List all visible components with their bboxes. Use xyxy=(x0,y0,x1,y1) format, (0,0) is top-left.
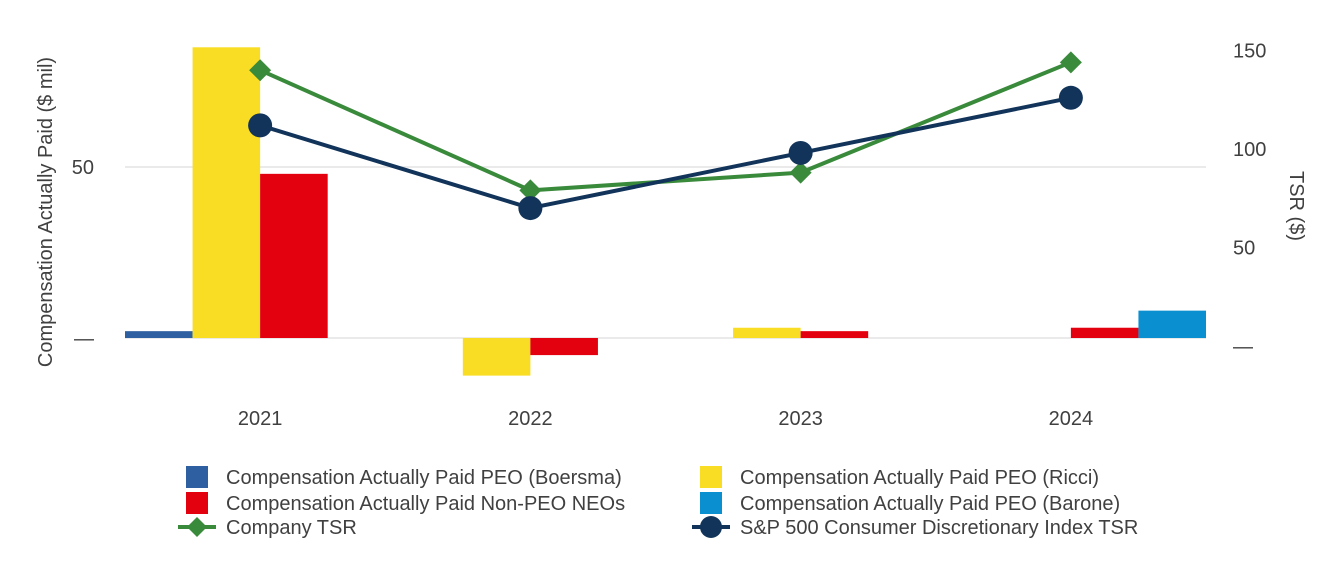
legend-label: Compensation Actually Paid PEO (Barone) xyxy=(740,493,1120,515)
bar-compensation-actually-paid-non-peo-neos-2024 xyxy=(1070,327,1139,338)
legend-swatch xyxy=(700,466,722,488)
legend-item-s-p-500-consumer-discretionary-index-tsr: S&P 500 Consumer Discretionary Index TSR xyxy=(692,516,1138,539)
legend-swatch xyxy=(700,492,722,514)
bar-compensation-actually-paid-peo-boersma-2021 xyxy=(125,331,193,338)
line-series xyxy=(248,51,1083,221)
right-tick-label: 150 xyxy=(1233,41,1266,63)
point-s-p-500-consumer-discretionary-index-tsr-2022 xyxy=(518,196,543,221)
point-s-p-500-consumer-discretionary-index-tsr-2021 xyxy=(248,113,273,138)
legend-swatch xyxy=(186,466,208,488)
legend-marker-circle xyxy=(700,516,722,538)
point-company-tsr-2024 xyxy=(1059,51,1082,74)
legend-label: Compensation Actually Paid PEO (Ricci) xyxy=(740,467,1099,489)
x-axis: 2021 2022 2023 2024 xyxy=(238,408,1093,430)
legend-label: S&P 500 Consumer Discretionary Index TSR xyxy=(740,517,1138,539)
legend-swatch xyxy=(186,492,208,514)
x-tick-label-2022: 2022 xyxy=(508,408,553,430)
legend-item-company-tsr: Company TSR xyxy=(178,517,357,539)
x-tick-label-2021: 2021 xyxy=(238,408,283,430)
legend-label: Compensation Actually Paid PEO (Boersma) xyxy=(226,467,622,489)
legend-label: Company TSR xyxy=(226,517,357,539)
bar-compensation-actually-paid-non-peo-neos-2022 xyxy=(530,338,598,356)
line-s-p-500-consumer-discretionary-index-tsr xyxy=(259,95,1072,211)
left-axis: 50 — xyxy=(72,157,94,350)
legend-marker-diamond xyxy=(187,517,207,537)
bar-compensation-actually-paid-non-peo-neos-2021 xyxy=(260,173,328,338)
left-tick-label: 50 xyxy=(72,157,94,179)
right-tick-label: — xyxy=(1233,336,1253,358)
point-s-p-500-consumer-discretionary-index-tsr-2024 xyxy=(1058,85,1083,110)
point-s-p-500-consumer-discretionary-index-tsr-2023 xyxy=(788,140,813,165)
left-tick-label: — xyxy=(74,328,94,350)
left-axis-title: Compensation Actually Paid ($ mil) xyxy=(35,57,57,367)
right-axis-title: TSR ($) xyxy=(1285,171,1307,241)
right-axis: 150 100 50 — xyxy=(1233,41,1266,359)
bar-compensation-actually-paid-peo-ricci-2021 xyxy=(192,47,261,339)
right-tick-label: 50 xyxy=(1233,238,1255,260)
legend-item-compensation-actually-paid-peo-ricci: Compensation Actually Paid PEO (Ricci) xyxy=(700,466,1099,489)
legend-label: Compensation Actually Paid Non-PEO NEOs xyxy=(226,493,625,515)
legend: Compensation Actually Paid PEO (Boersma)… xyxy=(178,466,1138,539)
x-tick-label-2023: 2023 xyxy=(778,408,823,430)
bar-compensation-actually-paid-peo-ricci-2023 xyxy=(733,327,801,338)
point-company-tsr-2021 xyxy=(249,59,272,82)
legend-item-compensation-actually-paid-non-peo-neos: Compensation Actually Paid Non-PEO NEOs xyxy=(186,492,625,515)
legend-item-compensation-actually-paid-peo-boersma: Compensation Actually Paid PEO (Boersma) xyxy=(186,466,622,489)
line-company-tsr xyxy=(259,60,1072,193)
point-company-tsr-2022 xyxy=(519,179,542,202)
right-tick-label: 100 xyxy=(1233,139,1266,161)
bar-compensation-actually-paid-peo-ricci-2022 xyxy=(462,338,531,376)
bar-compensation-actually-paid-peo-barone-2024 xyxy=(1138,310,1206,338)
bar-compensation-actually-paid-non-peo-neos-2023 xyxy=(800,331,869,338)
legend-item-compensation-actually-paid-peo-barone: Compensation Actually Paid PEO (Barone) xyxy=(700,492,1120,515)
point-company-tsr-2023 xyxy=(789,161,812,184)
bar-series xyxy=(125,47,1206,376)
x-tick-label-2024: 2024 xyxy=(1049,408,1094,430)
